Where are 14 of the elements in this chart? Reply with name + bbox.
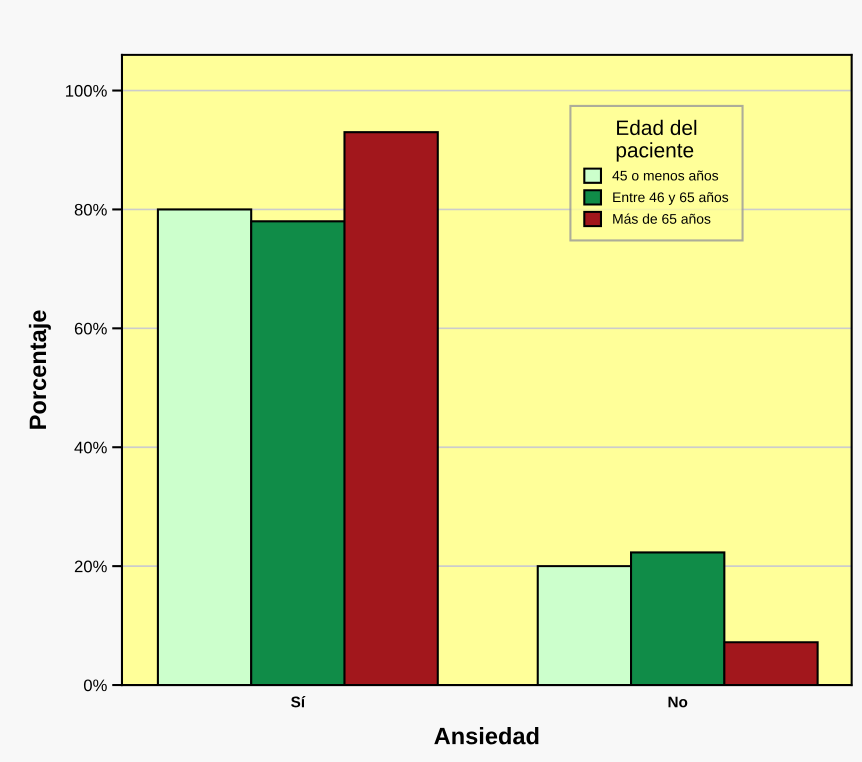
y-tick-label: 80% (74, 204, 107, 216)
x-tick-label: Sí (291, 696, 306, 708)
y-tick-label: 0% (84, 679, 107, 692)
y-tick-label: 40% (74, 442, 107, 454)
x-axis-title: Ansiedad (434, 727, 538, 744)
x-tick-label: No (668, 696, 688, 708)
legend-title: Edad del paciente (616, 120, 696, 162)
y-tick-label: 20% (74, 560, 107, 572)
y-axis-title: Porcentaje (28, 310, 51, 429)
y-tick-label: 100% (66, 84, 107, 97)
legend-label: Más de 65 años (613, 213, 710, 224)
legend-label: Entre 46 y 65 años (613, 192, 728, 205)
y-tick-label: 60% (74, 322, 107, 335)
legend-label: 45 o menos años (612, 170, 718, 181)
